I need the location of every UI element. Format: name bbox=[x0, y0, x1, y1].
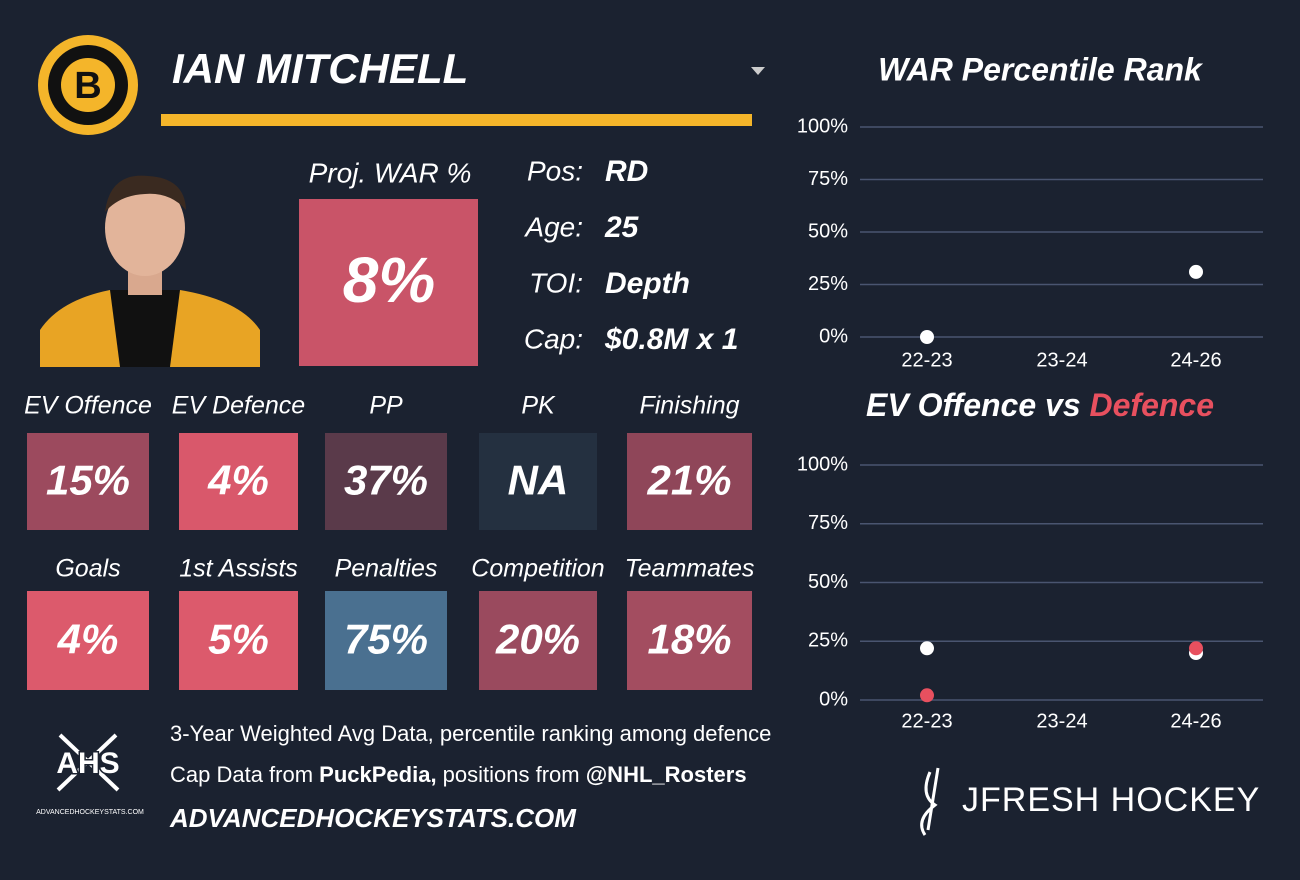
tile-label: EV Offence bbox=[24, 392, 152, 420]
title-joiner: vs bbox=[1045, 387, 1081, 423]
chart-title: WAR Percentile Rank bbox=[878, 51, 1204, 87]
footer-line2: Cap Data from PuckPedia, positions from … bbox=[170, 762, 747, 787]
tile bbox=[627, 433, 752, 530]
y-tick-label: 100% bbox=[797, 115, 848, 137]
y-tick-label: 0% bbox=[819, 688, 848, 710]
footer-link: PuckPedia, bbox=[319, 762, 436, 787]
x-tick-label: 23-24 bbox=[1036, 349, 1087, 371]
info-label: Cap: bbox=[524, 323, 583, 354]
title-joiner bbox=[1036, 387, 1045, 423]
brand: JFRESH HOCKEY bbox=[962, 781, 1260, 819]
info: Pos: RD Age: 25 TOI: Depth Cap: $0.8M x 1 bbox=[523, 155, 738, 356]
ahs-logo-caption: ADVANCEDHOCKEYSTATS.COM bbox=[36, 809, 144, 816]
ahs-logo: AHS ADVANCEDHOCKEYSTATS.COM bbox=[36, 733, 144, 816]
charts: WAR Percentile Rank 0% 25% 50% 75% 100% 22-23 2… bbox=[797, 51, 1263, 732]
point bbox=[920, 330, 934, 344]
tile bbox=[325, 433, 447, 530]
chart-title: EV Offence vs Defence bbox=[866, 387, 1214, 423]
tile-label: Competition bbox=[471, 555, 604, 583]
info-value: 25 bbox=[604, 211, 640, 244]
footer-text: positions from bbox=[437, 762, 586, 787]
y-tick-label: 25% bbox=[808, 273, 848, 295]
projection-box bbox=[299, 199, 478, 366]
ahs-logo-text: AHS bbox=[56, 747, 119, 780]
info-value: RD bbox=[605, 155, 648, 188]
tile bbox=[27, 591, 149, 690]
tile bbox=[627, 591, 752, 690]
legend-entry: Defence bbox=[1090, 387, 1215, 423]
x-tick-label: 22-23 bbox=[901, 710, 952, 732]
footer-site: ADVANCEDHOCKEYSTATS.COM bbox=[169, 803, 577, 833]
y-tick-label: 50% bbox=[808, 571, 848, 593]
tile-label: EV Defence bbox=[172, 392, 305, 420]
tile bbox=[479, 591, 597, 690]
x-tick-label: 23-24 bbox=[1036, 710, 1087, 732]
tile-value: 20% bbox=[495, 616, 580, 663]
tile-label: Goals bbox=[55, 555, 120, 583]
tile-value: 4% bbox=[207, 457, 269, 504]
y-tick-label: 75% bbox=[808, 512, 848, 534]
point bbox=[1189, 264, 1203, 279]
projection-label: Proj. WAR % bbox=[309, 157, 472, 188]
brand-icon bbox=[920, 767, 940, 836]
tile bbox=[325, 591, 447, 690]
point bbox=[920, 688, 934, 703]
y-tick-label: 25% bbox=[808, 630, 848, 652]
tile-label: Finishing bbox=[639, 392, 739, 420]
tile bbox=[179, 433, 298, 530]
x-tick-label: 22-23 bbox=[901, 349, 952, 371]
footer-text: Cap Data from bbox=[170, 762, 319, 787]
tile-value: NA bbox=[508, 457, 569, 504]
dropdown[interactable] bbox=[751, 67, 765, 75]
info-value: Depth bbox=[605, 267, 690, 300]
projection-value: 8% bbox=[343, 244, 436, 316]
y-tick-label: 0% bbox=[819, 325, 848, 347]
tile-value: 75% bbox=[344, 616, 428, 663]
tile-value: 37% bbox=[344, 457, 428, 504]
point bbox=[1189, 641, 1203, 656]
y-tick-label: 75% bbox=[808, 168, 848, 190]
x-tick-label: 24-26 bbox=[1170, 349, 1221, 371]
tiles: EV Offence 15% EV Defence 4% PP 37% PK NA Finish… bbox=[24, 392, 754, 690]
legend-entry: EV Offence bbox=[866, 387, 1036, 423]
tile-label: PK bbox=[521, 392, 556, 420]
footer-link: @NHL_Rosters bbox=[586, 762, 747, 787]
team-logo-letter: B bbox=[74, 65, 101, 107]
info-label: TOI: bbox=[529, 267, 583, 298]
tile-value: 21% bbox=[646, 457, 731, 504]
tile-label: PP bbox=[369, 392, 403, 420]
point bbox=[920, 641, 934, 656]
tile bbox=[27, 433, 149, 530]
y-tick-label: 100% bbox=[797, 453, 848, 475]
tile-label: Penalties bbox=[335, 555, 438, 583]
player-photo bbox=[40, 175, 260, 367]
tile bbox=[179, 591, 298, 690]
title-joiner bbox=[1081, 387, 1090, 423]
team-logo-core bbox=[61, 58, 115, 112]
tile-value: 18% bbox=[647, 616, 731, 663]
tile-value: 15% bbox=[46, 457, 130, 504]
tile-label: Teammates bbox=[625, 555, 755, 583]
tile bbox=[479, 433, 597, 530]
info-label: Age: bbox=[523, 211, 583, 242]
y-tick-label: 50% bbox=[808, 220, 848, 242]
tile-label: 1st Assists bbox=[179, 555, 298, 583]
footer-line1: 3-Year Weighted Avg Data, percentile ran… bbox=[170, 721, 771, 746]
info-label: Pos: bbox=[527, 155, 583, 186]
player-name: IAN MITCHELL bbox=[172, 45, 468, 92]
tile-value: 5% bbox=[208, 616, 269, 663]
header-bar bbox=[161, 114, 752, 126]
x-tick-label: 24-26 bbox=[1170, 710, 1221, 732]
tile-value: 4% bbox=[57, 616, 119, 663]
info-value: $0.8M x 1 bbox=[604, 323, 738, 356]
